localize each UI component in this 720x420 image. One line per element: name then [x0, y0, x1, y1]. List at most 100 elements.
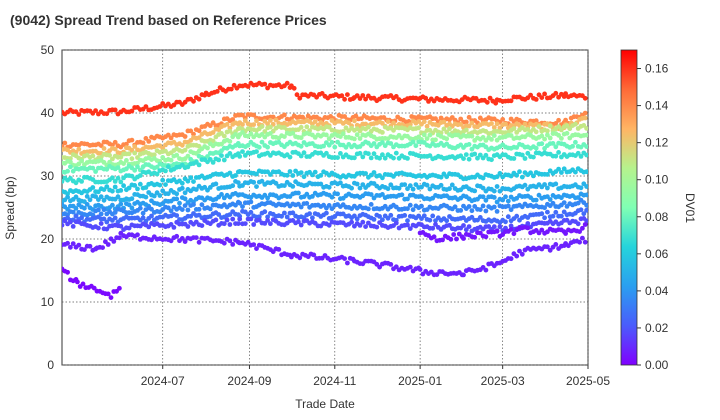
data-point — [91, 285, 97, 291]
data-point — [469, 214, 475, 220]
data-point — [427, 186, 433, 192]
data-point — [489, 157, 494, 163]
data-point — [466, 156, 472, 162]
data-points — [62, 80, 588, 300]
data-point — [216, 212, 222, 217]
y-tick-label: 0 — [47, 358, 54, 372]
data-point — [268, 131, 273, 136]
data-point — [380, 152, 385, 158]
data-point — [284, 172, 290, 178]
data-point — [469, 133, 475, 139]
data-point — [508, 133, 514, 138]
data-point — [494, 174, 500, 180]
data-point — [582, 110, 588, 116]
data-point — [174, 213, 180, 218]
data-point — [284, 80, 290, 86]
data-point — [380, 192, 385, 197]
data-point — [137, 181, 143, 187]
data-point — [421, 119, 427, 125]
data-point — [410, 139, 416, 145]
data-point — [363, 96, 368, 102]
data-point — [483, 234, 489, 240]
data-point — [294, 92, 300, 98]
data-point — [578, 185, 584, 191]
data-point — [73, 206, 79, 211]
data-point — [542, 215, 547, 221]
data-point — [182, 196, 188, 202]
data-point — [132, 150, 138, 156]
data-point — [140, 140, 146, 146]
data-point — [219, 192, 224, 197]
data-point — [245, 84, 251, 89]
data-point — [137, 205, 143, 211]
data-point — [556, 166, 561, 172]
data-point — [110, 202, 115, 208]
data-point — [312, 119, 318, 124]
data-point — [380, 130, 385, 135]
data-point — [221, 133, 227, 139]
data-point — [466, 142, 472, 147]
data-point — [168, 222, 174, 227]
data-point — [357, 150, 363, 156]
data-point — [326, 203, 332, 208]
data-point — [268, 118, 273, 123]
data-point — [254, 246, 259, 252]
data-point — [196, 239, 202, 245]
data-point — [168, 208, 174, 214]
data-point — [491, 125, 497, 130]
data-point — [539, 211, 545, 217]
data-point — [93, 169, 98, 174]
data-point — [70, 224, 76, 229]
data-point — [577, 229, 582, 235]
data-point — [273, 180, 279, 186]
data-point — [259, 139, 265, 145]
data-point — [545, 128, 550, 134]
data-point — [371, 141, 377, 146]
data-point — [522, 121, 528, 127]
data-point — [118, 223, 124, 229]
data-point — [463, 119, 469, 125]
data-point — [477, 215, 483, 220]
data-point — [528, 170, 533, 176]
data-point — [357, 96, 363, 101]
data-point — [582, 95, 588, 101]
colorbar-tick-label: 0.14 — [645, 99, 669, 113]
data-point — [126, 225, 132, 231]
data-point — [124, 141, 129, 147]
data-point — [143, 104, 149, 109]
x-tick-label: 2025-05 — [566, 374, 610, 388]
data-point — [505, 203, 511, 209]
data-point — [547, 197, 553, 202]
data-point — [584, 202, 588, 208]
data-point — [582, 239, 588, 245]
data-point — [575, 150, 581, 156]
data-point — [491, 133, 497, 139]
data-point — [564, 123, 570, 128]
data-point — [438, 182, 444, 188]
x-axis-label: Trade Date — [295, 397, 355, 411]
data-point — [185, 224, 191, 229]
data-point — [388, 182, 394, 188]
data-point — [380, 120, 385, 126]
data-point — [461, 272, 466, 278]
data-point — [76, 242, 82, 248]
data-point — [118, 179, 124, 185]
data-point — [338, 180, 343, 186]
data-point — [297, 95, 303, 101]
data-point — [444, 174, 450, 180]
data-point — [188, 175, 194, 181]
data-point — [335, 191, 340, 197]
data-point — [151, 193, 157, 199]
data-point — [480, 203, 486, 209]
data-point — [160, 177, 166, 183]
data-point — [240, 130, 245, 135]
data-point — [371, 170, 377, 175]
data-point — [545, 209, 550, 215]
data-point — [480, 185, 486, 191]
data-point — [115, 165, 121, 171]
data-point — [354, 181, 360, 187]
data-point — [508, 256, 514, 262]
data-point — [581, 211, 587, 217]
data-point — [430, 213, 436, 219]
y-axis-label: Spread (bp) — [3, 176, 17, 239]
